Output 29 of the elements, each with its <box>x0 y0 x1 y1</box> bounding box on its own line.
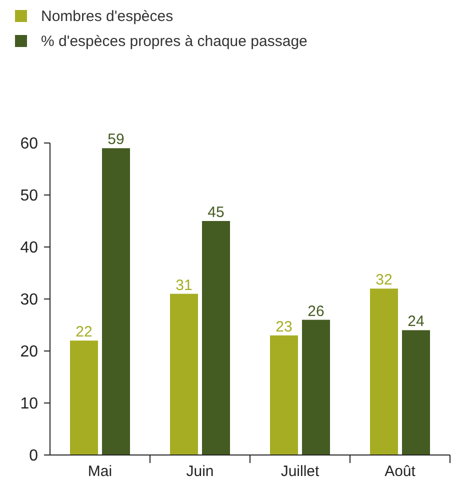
bar <box>270 335 298 455</box>
y-tick-label: 60 <box>20 136 38 153</box>
bar <box>70 340 98 455</box>
bar <box>302 320 330 455</box>
y-tick-label: 0 <box>29 448 38 465</box>
x-tick-label: Août <box>384 463 416 480</box>
x-tick-label: Juin <box>186 463 214 480</box>
data-label: 59 <box>108 131 124 148</box>
data-label: 23 <box>276 318 292 336</box>
legend-label: % d'espèces propres à chaque passage <box>41 33 308 50</box>
bar <box>170 294 198 455</box>
y-tick-label: 10 <box>20 396 38 413</box>
y-tick-label: 20 <box>20 344 38 361</box>
data-label: 24 <box>408 313 424 330</box>
y-tick-label: 40 <box>20 240 38 257</box>
bar <box>402 330 430 455</box>
bar <box>102 148 130 455</box>
data-label: 22 <box>76 324 92 341</box>
bar <box>370 288 398 455</box>
y-tick-label: 50 <box>20 188 38 205</box>
data-label: 45 <box>208 204 224 221</box>
data-label: 32 <box>376 272 392 289</box>
x-tick-label: Mai <box>88 463 112 480</box>
legend-label: Nombres d'espèces <box>41 8 174 25</box>
y-tick-label: 30 <box>20 292 38 309</box>
x-tick-label: Juillet <box>280 463 320 480</box>
data-label: 31 <box>176 276 192 294</box>
data-label: 26 <box>308 302 324 320</box>
bar <box>202 221 230 455</box>
